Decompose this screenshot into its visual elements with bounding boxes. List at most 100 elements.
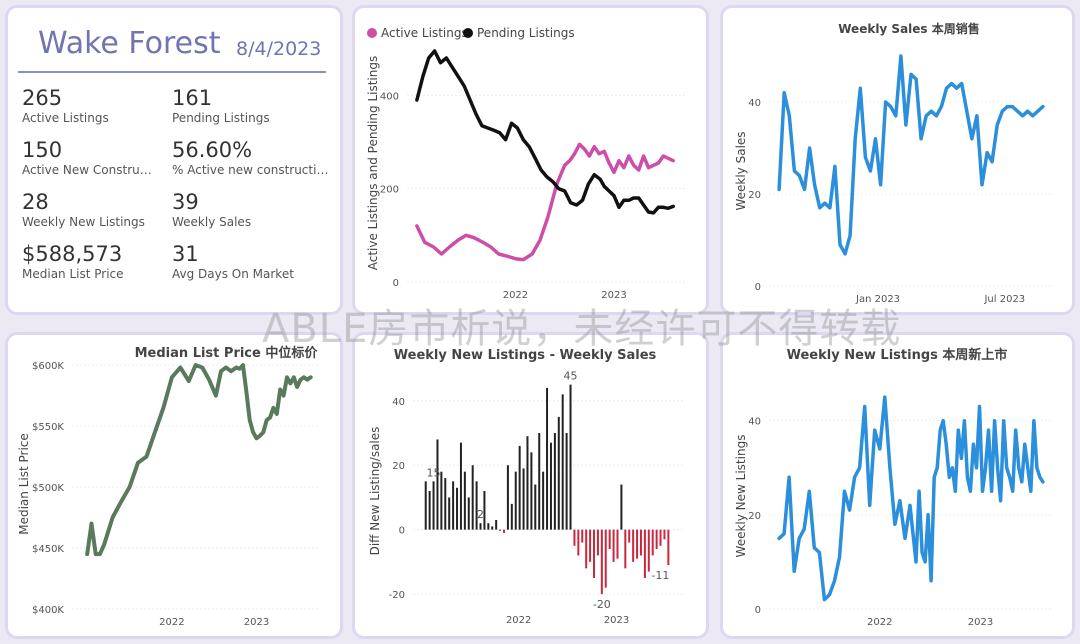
kpi-value: 28: [22, 190, 49, 214]
data-label: -11: [651, 569, 669, 582]
median-list-price-chart: $400K $450K $500K $550K $600K 2022 2023 Median …: [17, 345, 320, 628]
kpi-pending-listings: 161 Pending Listings: [172, 86, 332, 126]
diff-bar: [546, 387, 549, 530]
kpi-value: $588,573: [22, 242, 123, 266]
legend-label: Active Listings: [381, 26, 468, 40]
chart-title: Weekly New Listings - Weekly Sales: [394, 348, 657, 363]
diff-chart-card: -20 0 20 40 2022 2023 Diff New Listing/sales We…: [352, 332, 709, 639]
kpi-median-list-price: $588,573 Median List Price: [22, 242, 182, 282]
series-line-active-listings: [415, 142, 675, 262]
diff-bar: [475, 481, 478, 530]
kpi-label: Active New Constructi...: [22, 163, 154, 177]
diff-bar: [518, 445, 521, 530]
diff-bar: [647, 529, 650, 572]
diff-bar: [643, 529, 646, 578]
kpi-label: Active Listings: [22, 111, 109, 125]
y-axis-label: Weekly Sales: [734, 131, 748, 210]
kpi-active-new-construction: 150 Active New Constructi...: [22, 138, 154, 178]
diff-bar: [510, 503, 513, 530]
x-tick-label: Jul 2023: [983, 294, 1025, 305]
diff-bar: [499, 529, 502, 531]
kpi-weekly-new-listings: 28 Weekly New Listings: [22, 190, 182, 230]
kpi-value: 39: [172, 190, 199, 214]
series-line-median-list-price: [85, 363, 313, 557]
diff-bar: [565, 433, 568, 530]
diff-bar: [444, 478, 447, 530]
diff-bar: [432, 481, 435, 530]
diff-bar: [659, 529, 662, 546]
x-tick-label: 2023: [601, 290, 626, 301]
chart-title: Weekly Sales 本周销售: [838, 21, 980, 36]
diff-bar: [655, 529, 658, 549]
y-tick-label: $400K: [32, 605, 64, 616]
kpi-summary-card: Wake Forest 8/4/2023 265 Active Listings…: [5, 5, 343, 315]
kpi-label: Weekly New Listings: [22, 215, 145, 229]
diff-bar: [436, 439, 439, 530]
diff-bar: [534, 484, 537, 530]
median-price-card: $400K $450K $500K $550K $600K 2022 2023 Median …: [5, 332, 343, 639]
diff-bar: [428, 491, 431, 530]
x-tick-label: 2022: [867, 617, 892, 628]
x-tick-label: 2023: [244, 617, 269, 628]
report-date: 8/4/2023: [236, 38, 322, 60]
y-tick-label: 0: [399, 526, 405, 537]
y-axis-label: Median List Price: [17, 433, 31, 535]
y-tick-label: 40: [392, 397, 405, 408]
diff-bar: [569, 384, 572, 530]
series-line-weekly-sales: [777, 54, 1045, 256]
diff-bar: [502, 529, 505, 533]
kpi-weekly-sales: 39 Weekly Sales: [172, 190, 332, 230]
legend-label: Pending Listings: [477, 26, 575, 40]
y-tick-label: 40: [748, 98, 761, 109]
diff-bar: [526, 436, 529, 530]
diff-bar: [612, 529, 615, 562]
y-tick-label: 20: [748, 511, 761, 522]
diff-bar: [495, 520, 498, 530]
diff-bar: [467, 497, 470, 530]
diff-bar: [600, 529, 603, 595]
active-pending-chart: 0 200 400 2022 2023 Active Listings and Pendi…: [366, 26, 685, 301]
y-axis-label: Weekly New Listings: [734, 435, 748, 558]
listings-chart-card: 0 200 400 2022 2023 Active Listings and Pendi…: [352, 5, 709, 315]
kpi-label: Median List Price: [22, 267, 124, 281]
weekly-new-listings-chart: 0 20 40 2022 2023 Weekly New Listings Weekly N…: [734, 347, 1053, 628]
new-listings-minus-sales-chart: -20 0 20 40 2022 2023 Diff New Listing/sales We…: [368, 348, 685, 626]
y-tick-label: -20: [389, 590, 405, 601]
diff-bar: [577, 529, 580, 556]
series-line-pending-listings: [415, 49, 675, 215]
y-axis-label: Active Listings and Pending Listings: [366, 56, 380, 271]
x-tick-label: 2022: [506, 615, 531, 626]
y-tick-label: 20: [748, 190, 761, 201]
x-tick-label: 2022: [159, 617, 184, 628]
diff-bar: [549, 442, 552, 530]
diff-bar: [624, 529, 627, 569]
kpi-pct-new-construction: 56.60% % Active new constructions: [172, 138, 332, 178]
diff-bar: [561, 394, 564, 530]
diff-bar: [573, 529, 576, 546]
diff-bar: [663, 529, 666, 540]
kpi-value: 31: [172, 242, 199, 266]
kpi-value: 150: [22, 138, 63, 162]
kpi-value: 56.60%: [172, 138, 253, 162]
kpi-value: 161: [172, 86, 213, 110]
x-tick-label: Jan 2023: [855, 294, 900, 305]
diff-bar: [542, 471, 545, 530]
diff-bar: [608, 529, 611, 549]
diff-bar: [459, 442, 462, 530]
y-tick-label: $450K: [32, 544, 64, 555]
diff-bar: [651, 529, 654, 556]
diff-bar: [479, 523, 482, 530]
diff-bar: [636, 529, 639, 559]
data-label: 2: [477, 508, 484, 521]
diff-bar: [667, 529, 670, 566]
title-divider: [18, 71, 326, 73]
diff-bar: [604, 529, 607, 588]
y-tick-label: 0: [755, 282, 761, 293]
data-label: 15: [427, 466, 441, 479]
chart-title: Weekly New Listings 本周新上市: [787, 347, 1008, 363]
y-tick-label: 200: [380, 185, 399, 196]
y-tick-label: 400: [380, 91, 399, 102]
diff-bar: [522, 468, 525, 530]
diff-bar: [506, 465, 509, 530]
diff-bar: [483, 491, 486, 530]
